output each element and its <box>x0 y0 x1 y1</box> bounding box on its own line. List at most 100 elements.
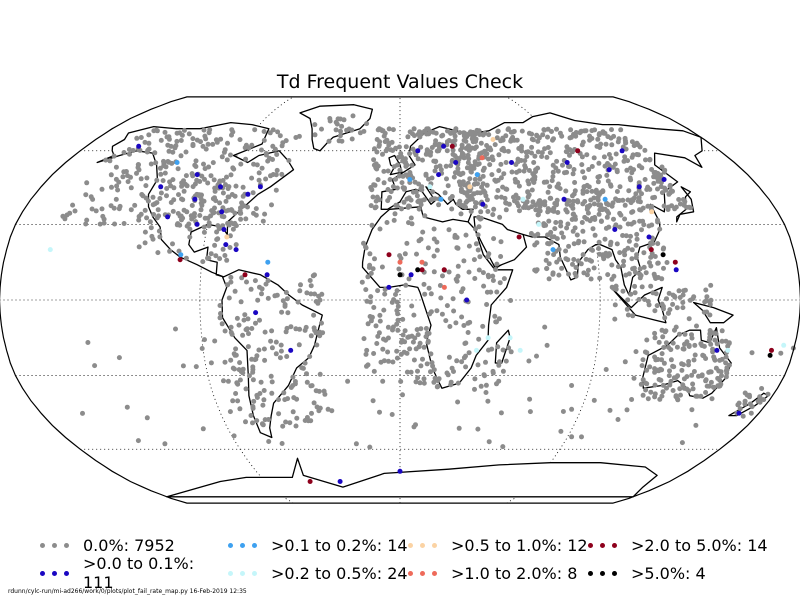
station-class-6 <box>449 143 455 149</box>
station-zero-pct <box>458 211 464 217</box>
station-zero-pct <box>390 359 396 365</box>
station-zero-pct <box>571 257 577 262</box>
station-zero-pct <box>632 283 638 289</box>
station-zero-pct <box>265 295 271 301</box>
station-zero-pct <box>213 253 219 259</box>
station-zero-pct <box>514 137 520 143</box>
station-zero-pct <box>121 221 127 226</box>
station-zero-pct <box>452 232 458 238</box>
station-zero-pct <box>334 121 340 127</box>
station-zero-pct <box>577 130 583 136</box>
station-zero-pct <box>468 193 474 199</box>
station-zero-pct <box>455 245 461 251</box>
station-zero-pct <box>496 168 502 174</box>
station-zero-pct <box>395 317 401 323</box>
legend-label-6: >2.0 to 5.0%: 14 <box>631 536 768 555</box>
station-zero-pct <box>640 357 646 363</box>
station-zero-pct <box>534 267 540 273</box>
station-zero-pct <box>183 173 189 179</box>
station-zero-pct <box>156 228 162 234</box>
station-zero-pct <box>299 365 305 371</box>
station-zero-pct <box>371 368 377 374</box>
station-zero-pct <box>237 377 243 383</box>
station-zero-pct <box>317 371 323 377</box>
station-zero-pct <box>465 330 471 335</box>
station-zero-pct <box>556 272 562 278</box>
station-zero-pct <box>381 307 387 313</box>
station-zero-pct <box>549 239 554 245</box>
station-zero-pct <box>484 302 490 307</box>
station-zero-pct <box>482 189 488 195</box>
station-zero-pct <box>83 221 89 227</box>
station-zero-pct <box>391 164 397 170</box>
station-zero-pct <box>413 189 419 195</box>
station-zero-pct <box>146 132 152 138</box>
station-zero-pct <box>183 149 189 155</box>
station-zero-pct <box>377 318 383 324</box>
station-zero-pct <box>545 232 551 238</box>
station-zero-pct <box>443 163 449 169</box>
station-zero-pct <box>292 379 298 384</box>
station-zero-pct <box>625 312 631 318</box>
station-zero-pct <box>640 392 646 398</box>
station-zero-pct <box>582 199 588 204</box>
station-zero-pct <box>244 327 250 333</box>
station-zero-pct <box>620 233 626 238</box>
station-zero-pct <box>611 216 616 222</box>
station-zero-pct <box>545 126 551 132</box>
station-zero-pct <box>233 242 239 248</box>
station-zero-pct <box>493 319 499 325</box>
station-zero-pct <box>495 344 501 350</box>
station-zero-pct <box>162 170 168 176</box>
station-zero-pct <box>666 290 672 296</box>
station-zero-pct <box>202 337 207 343</box>
station-zero-pct <box>373 323 379 329</box>
station-zero-pct <box>240 193 246 199</box>
station-zero-pct <box>103 157 109 163</box>
station-zero-pct <box>367 251 373 257</box>
station-zero-pct <box>243 386 249 392</box>
station-zero-pct <box>228 279 234 285</box>
station-zero-pct <box>638 381 644 387</box>
station-zero-pct <box>368 203 374 209</box>
station-zero-pct <box>288 324 294 330</box>
station-zero-pct <box>630 266 636 272</box>
station-zero-pct <box>260 402 266 408</box>
station-zero-pct <box>644 367 650 373</box>
station-zero-pct <box>583 256 589 262</box>
station-zero-pct <box>498 410 504 416</box>
station-class-1 <box>619 148 625 154</box>
legend-item-0: 0.0%: 7952 <box>40 536 228 555</box>
station-zero-pct <box>150 202 156 208</box>
station-zero-pct <box>466 156 472 162</box>
station-zero-pct <box>284 354 290 359</box>
station-zero-pct <box>531 173 537 178</box>
station-zero-pct <box>387 177 393 182</box>
station-zero-pct <box>198 207 204 213</box>
station-zero-pct <box>606 152 612 157</box>
station-zero-pct <box>380 346 386 352</box>
station-zero-pct <box>723 354 729 360</box>
station-zero-pct <box>150 194 156 200</box>
station-zero-pct <box>155 250 161 256</box>
station-zero-pct <box>508 129 514 135</box>
station-zero-pct <box>295 299 301 305</box>
station-zero-pct <box>553 220 559 225</box>
station-class-3 <box>474 347 479 353</box>
station-zero-pct <box>413 379 419 385</box>
station-zero-pct <box>84 180 90 186</box>
station-zero-pct <box>503 207 509 213</box>
station-zero-pct <box>564 209 570 215</box>
station-zero-pct <box>206 220 212 226</box>
station-zero-pct <box>304 290 310 296</box>
station-zero-pct <box>319 126 324 132</box>
station-zero-pct <box>558 219 564 225</box>
station-zero-pct <box>392 211 398 217</box>
station-zero-pct <box>564 225 570 231</box>
station-zero-pct <box>371 351 377 356</box>
station-zero-pct <box>531 179 536 185</box>
station-zero-pct <box>124 404 130 410</box>
station-zero-pct <box>228 220 234 226</box>
station-zero-pct <box>602 206 608 212</box>
station-zero-pct <box>224 174 229 180</box>
